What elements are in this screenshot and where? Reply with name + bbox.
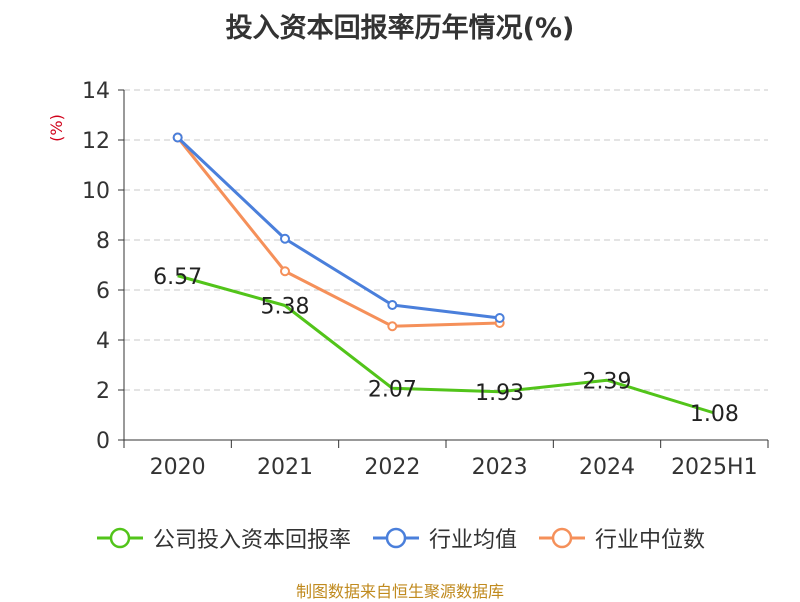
legend-item[interactable]: 行业中位数 bbox=[537, 522, 705, 554]
y-tick-label: 14 bbox=[82, 79, 110, 104]
series-line bbox=[176, 136, 500, 328]
y-tick-label: 12 bbox=[82, 129, 110, 154]
legend-label: 行业中位数 bbox=[595, 528, 706, 553]
data-source-note: 制图数据来自恒生聚源数据库 bbox=[295, 582, 504, 601]
grid-lines bbox=[124, 89, 768, 391]
y-tick-label: 4 bbox=[96, 329, 110, 354]
legend-circle bbox=[385, 527, 407, 549]
data-labels: 6.57 5.38 2.07 1.93 2.39 1.08 bbox=[153, 265, 739, 427]
series-point bbox=[172, 132, 183, 143]
x-tick-label: 2020 bbox=[150, 455, 206, 480]
data-label: 2.07 bbox=[368, 377, 417, 402]
legend-label: 公司投入资本回报率 bbox=[152, 528, 351, 553]
series-point bbox=[494, 313, 505, 323]
y-tick-label: 6 bbox=[96, 279, 110, 304]
line-chart: 0 2 4 6 8 10 12 14 2020 2021 2022 2023 2024 2025H1 6.… bbox=[47, 79, 769, 480]
legend-marker-icon bbox=[372, 527, 419, 549]
x-tick-label: 2024 bbox=[579, 455, 635, 480]
legend-circle bbox=[551, 527, 573, 549]
x-tick-label: 2022 bbox=[364, 455, 420, 480]
series-lines bbox=[172, 132, 715, 415]
series-point bbox=[280, 266, 290, 277]
series-point bbox=[387, 300, 398, 310]
series-line bbox=[177, 274, 715, 415]
y-tick-label: 0 bbox=[96, 429, 110, 454]
x-tick-label: 2021 bbox=[257, 455, 313, 480]
axes: 0 2 4 6 8 10 12 14 2020 2021 2022 2023 2024 2025H1 bbox=[82, 79, 769, 480]
data-label: 2.39 bbox=[583, 369, 632, 394]
data-label: 1.08 bbox=[690, 402, 739, 427]
legend-circle bbox=[109, 527, 131, 549]
data-label: 6.57 bbox=[153, 265, 202, 290]
series-point bbox=[280, 233, 290, 244]
data-label: 5.38 bbox=[261, 295, 310, 320]
y-tick-label: 10 bbox=[82, 179, 110, 204]
y-tick-label: 2 bbox=[96, 379, 110, 404]
x-tick-label: 2023 bbox=[472, 455, 528, 480]
legend: 公司投入资本回报率 行业均值 行业中位数 bbox=[0, 520, 800, 556]
data-label: 1.93 bbox=[475, 381, 524, 406]
legend-marker-icon bbox=[96, 527, 143, 549]
series-point bbox=[387, 321, 398, 332]
legend-item[interactable]: 公司投入资本回报率 bbox=[95, 522, 351, 554]
series-line bbox=[176, 136, 500, 320]
chart-title: 投入资本回报率历年情况(%) bbox=[225, 13, 575, 44]
legend-marker-icon bbox=[539, 527, 585, 549]
y-axis-unit-label: (%) bbox=[47, 114, 66, 142]
legend-item[interactable]: 行业均值 bbox=[371, 522, 517, 554]
x-tick-label: 2025H1 bbox=[671, 455, 758, 480]
legend-label: 行业均值 bbox=[428, 528, 517, 553]
y-tick-label: 8 bbox=[96, 229, 110, 254]
